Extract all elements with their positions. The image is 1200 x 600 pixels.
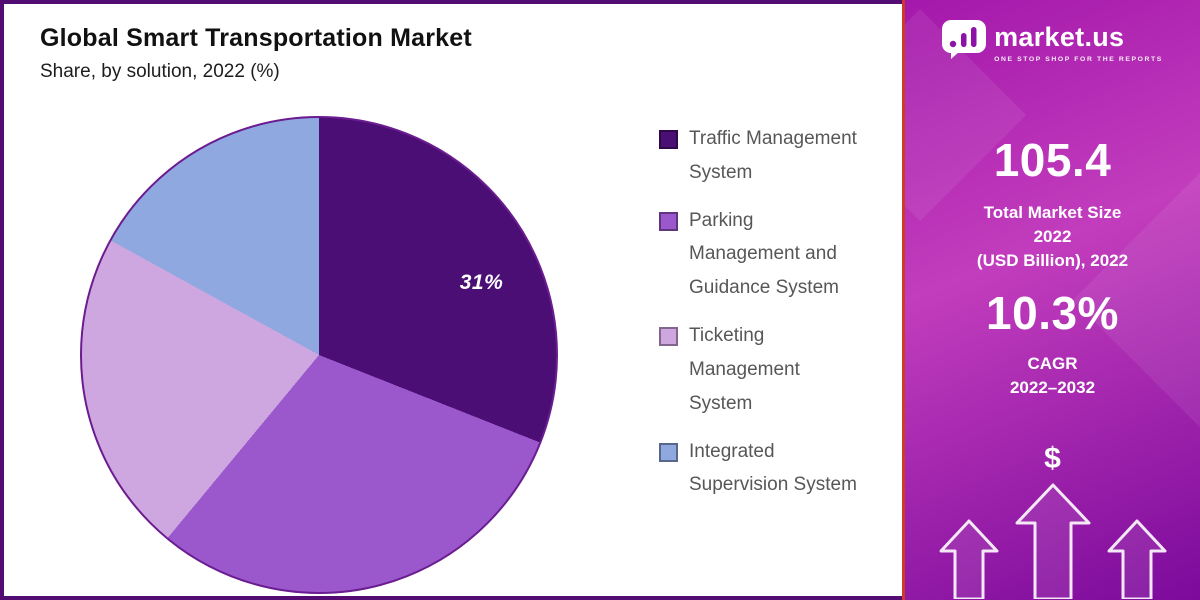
legend-swatch-icon [659, 327, 678, 347]
brand-name: market.us [994, 22, 1125, 52]
legend-swatch-icon [659, 442, 678, 462]
marketus-logo-icon [942, 20, 987, 65]
legend-item: Parking Management and Guidance System [659, 204, 867, 305]
market-size-label-line: Total Market Size [983, 203, 1122, 222]
cagr-label-line: 2022–2032 [1009, 378, 1096, 398]
growth-arrows-icon [923, 479, 1183, 600]
pie-chart: 31% [80, 116, 558, 594]
cagr-value: 10.3% [986, 287, 1119, 340]
legend-item: Integrated Supervision System [659, 435, 867, 503]
legend-label: Integrated Supervision System [689, 440, 857, 496]
legend: Traffic Management System Parking Manage… [659, 122, 867, 502]
page-title: Global Smart Transportation Market [40, 24, 472, 52]
legend-label: Ticketing Management System [689, 325, 800, 414]
market-size-label: Total Market Size 2022 (USD Billion), 20… [977, 201, 1128, 272]
legend-item: Ticketing Management System [659, 319, 867, 420]
chart-area: Global Smart Transportation Market Share… [0, 0, 902, 600]
legend-item: Traffic Management System [659, 122, 867, 190]
dollar-sign: $ [1044, 441, 1061, 475]
market-size-label-line: 2022 [1033, 226, 1072, 246]
market-size-value: 105.4 [993, 134, 1112, 186]
brand-sidebar: market.us ONE STOP SHOP FOR THE REPORTS … [902, 0, 1200, 600]
title-block: Global Smart Transportation Market Share… [40, 24, 472, 83]
cagr-label: CAGR 2022–2032 [1010, 352, 1095, 400]
slice-data-label: 31% [459, 271, 504, 295]
brand-logo: market.us ONE STOP SHOP FOR THE REPORTS [942, 20, 1163, 65]
market-size-label-line: (USD Billion), 2022 [976, 250, 1129, 270]
pie [80, 116, 558, 594]
page-subtitle: Share, by solution, 2022 (%) [40, 61, 280, 82]
legend-label: Traffic Management System [689, 128, 857, 183]
brand-text: market.us ONE STOP SHOP FOR THE REPORTS [994, 22, 1163, 63]
legend-label: Parking Management and Guidance System [689, 209, 839, 299]
legend-swatch-icon [659, 211, 678, 231]
legend-swatch-icon [659, 130, 678, 149]
cagr-label-line: CAGR [1027, 354, 1078, 374]
brand-tagline: ONE STOP SHOP FOR THE REPORTS [994, 56, 1163, 63]
